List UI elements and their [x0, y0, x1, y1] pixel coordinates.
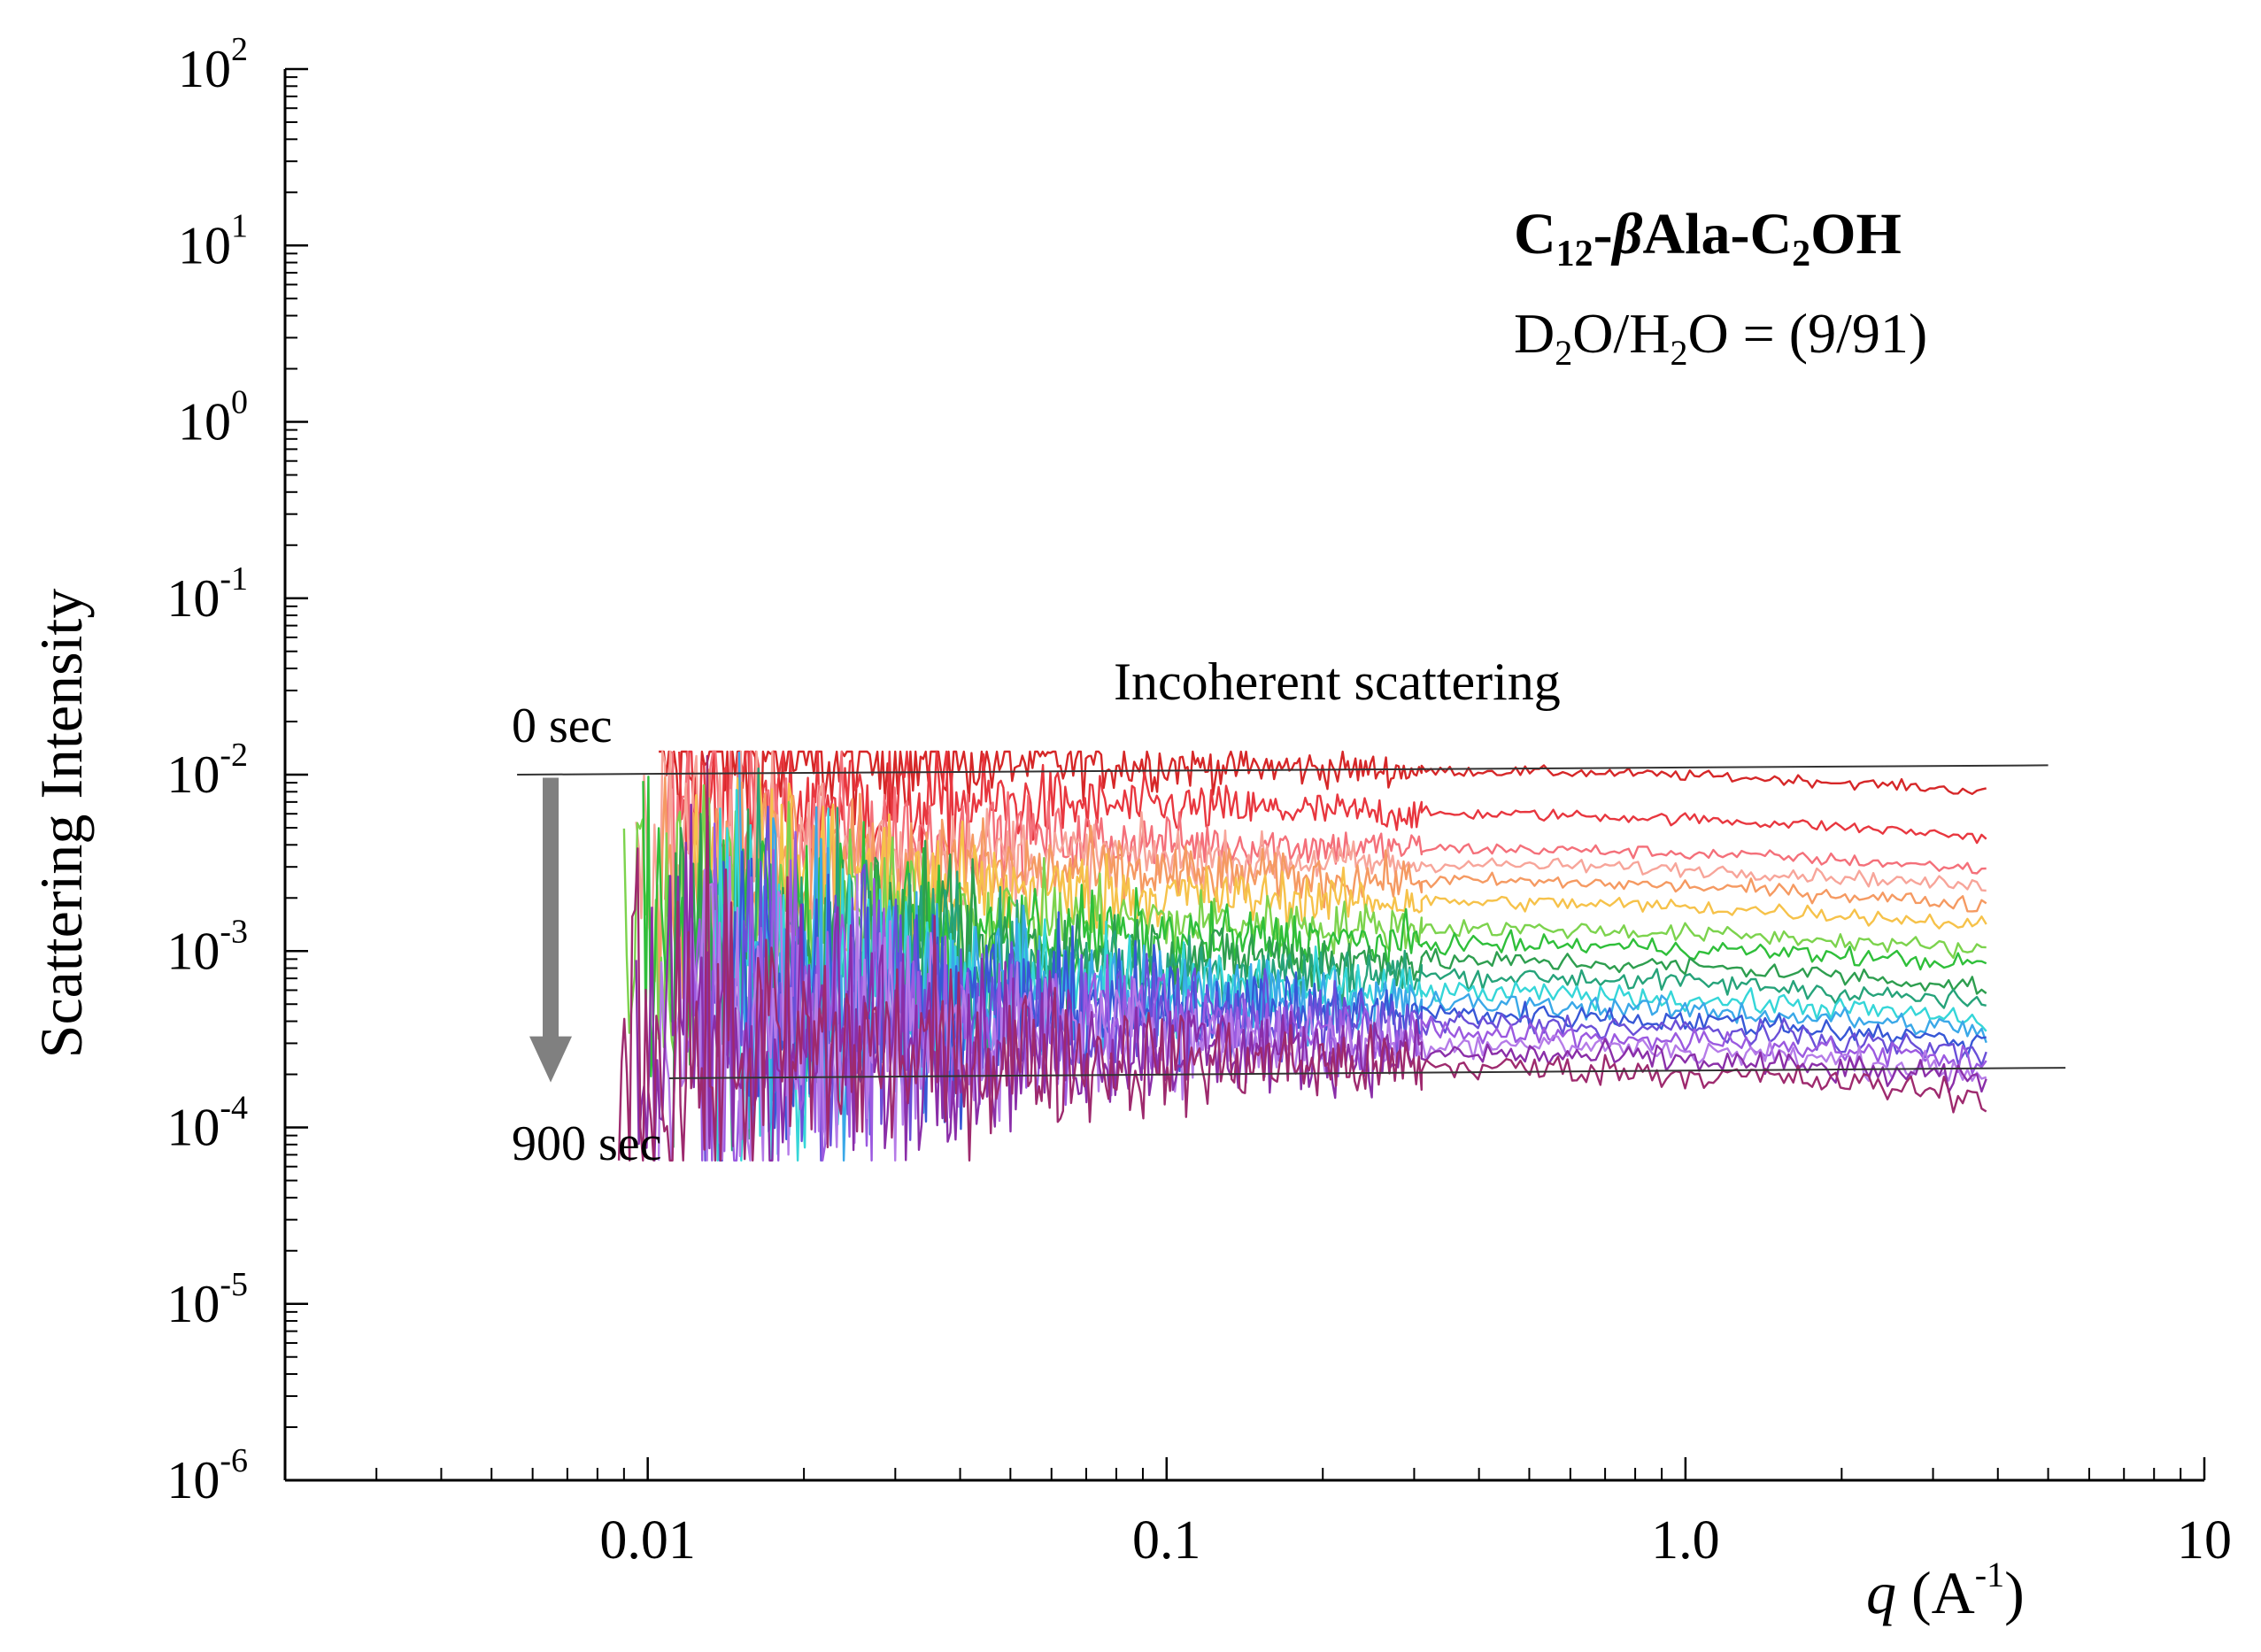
series-line — [659, 750, 1987, 872]
y-tick-label: 10-5 — [166, 1266, 248, 1333]
end-time-label: 900 sec — [512, 1116, 662, 1171]
y-tick-label: 10-6 — [166, 1442, 248, 1509]
series-line — [635, 803, 1987, 1162]
series-line — [678, 750, 1987, 889]
plot-series — [617, 750, 1987, 1162]
x-ticks: 0.01 0.1 1.0 10 — [284, 1457, 2232, 1571]
time-arrow-head — [529, 1036, 573, 1083]
reference-line — [517, 764, 2049, 776]
x-tick-label: 0.1 — [1132, 1510, 1201, 1571]
y-tick-label: 101 — [178, 207, 248, 274]
series-line — [622, 784, 1987, 1057]
incoherent-scattering-label: Incoherent scattering — [1114, 652, 1561, 711]
y-tick-label: 10-4 — [166, 1090, 248, 1157]
reference-line — [668, 1067, 2066, 1079]
y-tick-label: 100 — [178, 384, 248, 452]
series-line — [664, 750, 1987, 982]
series-line — [683, 822, 1987, 1162]
y-tick-label: 102 — [178, 31, 248, 98]
y-tick-label: 10-1 — [166, 560, 248, 628]
y-ticks: 102 101 100 10-1 10-2 10-3 10-4 10-5 10-6 — [166, 31, 308, 1509]
series-line — [657, 855, 1987, 1162]
start-time-label: 0 sec — [512, 699, 613, 753]
y-tick-label: 10-2 — [166, 737, 248, 804]
series-line — [687, 772, 1987, 1045]
series-line — [697, 806, 1987, 1162]
series-line — [635, 750, 1987, 948]
x-tick-label: 0.01 — [599, 1510, 696, 1571]
x-axis-label: q (A-1) — [1866, 1555, 2025, 1626]
y-tick-label: 10-3 — [166, 913, 248, 980]
x-tick-label: 10 — [2177, 1510, 2232, 1571]
y-axis-label: Scattering Intensity — [27, 589, 95, 1059]
x-tick-label: 1.0 — [1651, 1510, 1720, 1571]
sample-label: C12-βAla-C2OH — [1514, 202, 1902, 274]
reference-lines — [517, 764, 2066, 1079]
time-arrow — [529, 777, 573, 1083]
series-line — [617, 754, 1987, 1162]
solvent-label: D2O/H2O = (9/91) — [1514, 302, 1927, 373]
